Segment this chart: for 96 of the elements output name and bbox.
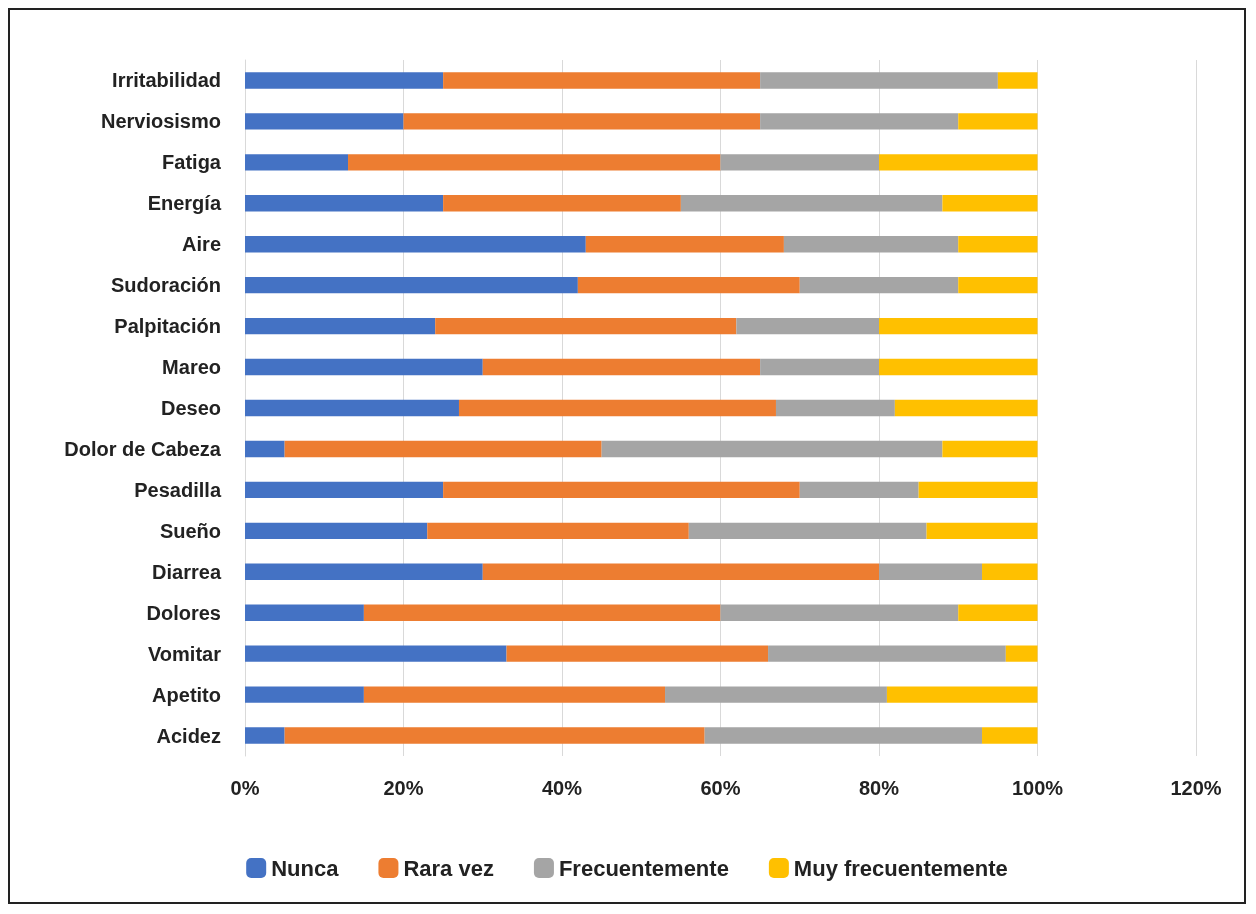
bar (245, 276, 578, 294)
y-tick-label: Dolores (146, 601, 221, 624)
bar (245, 72, 444, 89)
y-tick-label: Dolor de Cabeza (64, 437, 222, 460)
bar (704, 727, 983, 744)
bar (958, 236, 1038, 253)
bar (918, 481, 1038, 499)
bar (363, 604, 721, 621)
bar (760, 358, 879, 376)
y-tick-label: Apetito (152, 683, 221, 706)
bar (680, 195, 943, 212)
legend-label: Frecuentemente (558, 855, 729, 881)
bar (894, 399, 1038, 417)
bar (879, 154, 1038, 171)
y-tick-label: Fatiga (162, 151, 222, 174)
bar (585, 236, 784, 253)
bar (245, 236, 586, 253)
y-tick-label: Nerviosismo (100, 110, 221, 133)
bar (458, 399, 776, 417)
bar (958, 604, 1038, 621)
bar (506, 645, 769, 662)
bar (435, 317, 737, 335)
bar (443, 195, 681, 212)
bar (363, 686, 666, 703)
legend-label: Nunca (271, 855, 340, 881)
y-tick-label: Sudoración (110, 274, 221, 297)
bar (799, 276, 959, 294)
bar (720, 604, 959, 621)
y-tick-label: Sueño (159, 519, 221, 542)
bar (942, 440, 1038, 458)
bar (775, 399, 895, 417)
y-tick-label: Pesadilla (134, 478, 222, 501)
bar (1005, 645, 1038, 662)
bar (245, 522, 428, 540)
bar (879, 358, 1038, 376)
bar (942, 195, 1038, 212)
bar (482, 563, 879, 580)
bar (736, 317, 879, 335)
bar (958, 113, 1038, 130)
bar (720, 154, 879, 171)
x-tick-label: 80% (858, 777, 900, 799)
y-tick-label: Aire (182, 233, 221, 256)
y-tick-label: Deseo (160, 397, 221, 419)
x-tick-label: 100% (1011, 777, 1064, 799)
bar (427, 522, 689, 540)
bar (245, 563, 483, 580)
bar (799, 481, 919, 499)
bar (245, 113, 404, 130)
y-tick-label: Diarrea (152, 560, 222, 583)
legend-label: Muy frecuentemente (793, 855, 1008, 881)
bar (768, 645, 1006, 662)
bar (348, 154, 721, 171)
bar (245, 645, 507, 662)
bar (403, 113, 761, 130)
bar (886, 686, 1038, 703)
bar (982, 563, 1038, 580)
bar (245, 440, 285, 458)
bar (245, 481, 444, 499)
bar (443, 481, 800, 499)
bar (245, 358, 483, 376)
bar (284, 440, 602, 458)
bar (245, 686, 364, 703)
x-tick-label: 40% (541, 777, 583, 799)
y-tick-label: Acidez (156, 724, 221, 747)
bar (688, 522, 927, 540)
bar (926, 522, 1038, 540)
bar (879, 317, 1038, 335)
bar (245, 195, 444, 212)
bar (601, 440, 943, 458)
bar (245, 399, 459, 417)
y-tick-label: Mareo (162, 356, 221, 379)
bar (879, 563, 983, 580)
bar (245, 154, 349, 171)
legend-label: Rara vez (403, 855, 494, 881)
x-tick-label: 20% (383, 777, 424, 799)
bar (760, 113, 959, 130)
bar (245, 727, 285, 744)
bar (284, 727, 705, 744)
bar (760, 72, 998, 89)
y-tick-label: Irritabilidad (112, 69, 221, 92)
bar (958, 276, 1038, 294)
x-tick-label: 60% (700, 777, 741, 799)
x-tick-label: 0% (230, 777, 260, 799)
bar (245, 604, 364, 621)
bar (577, 276, 800, 294)
bar (982, 727, 1038, 744)
y-tick-label: Vomitar (148, 642, 222, 665)
x-tick-label: 120% (1170, 777, 1222, 799)
bar (665, 686, 887, 703)
bar (443, 72, 761, 89)
bar (245, 317, 436, 335)
y-tick-label: Energía (147, 192, 222, 215)
bar (997, 72, 1038, 89)
y-tick-label: Palpitación (114, 315, 221, 338)
bar (482, 358, 761, 376)
bar (783, 236, 959, 253)
